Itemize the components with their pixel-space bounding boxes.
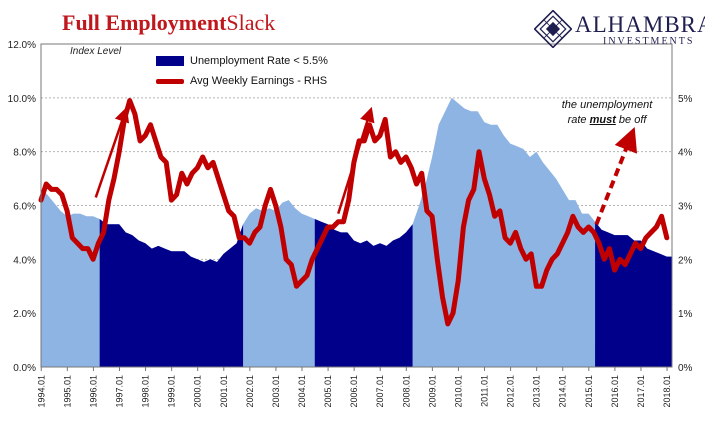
annotation-line2: rate must be off bbox=[553, 113, 661, 128]
y-left-tick-label: 8.0% bbox=[13, 148, 36, 159]
x-tick-label: 2002.01 bbox=[245, 375, 255, 408]
x-tick-label: 2007.01 bbox=[375, 375, 385, 408]
y-left-tick-label: 2.0% bbox=[13, 309, 36, 320]
x-tick-label: 2008.01 bbox=[401, 375, 411, 408]
x-tick-label: 2006.01 bbox=[349, 375, 359, 408]
x-tick-label: 2016.01 bbox=[610, 375, 620, 408]
y-left-tick-label: 6.0% bbox=[13, 202, 36, 213]
legend-swatch-earnings bbox=[156, 78, 184, 84]
trend-arrow bbox=[337, 106, 375, 214]
x-tick-label: 1999.01 bbox=[167, 375, 177, 408]
x-tick-label: 1995.01 bbox=[62, 375, 72, 408]
y-right-tick-label: 5% bbox=[678, 94, 693, 105]
brand-subtitle: INVESTMENTS bbox=[603, 36, 695, 47]
x-tick-label: 2009.01 bbox=[427, 375, 437, 408]
y-right-tick-label: 2% bbox=[678, 255, 693, 266]
legend-item-earnings: Avg Weekly Earnings - RHS bbox=[156, 71, 328, 91]
annotation-text: the unemployment rate must be off bbox=[553, 98, 661, 128]
y-right-tick-label: 1% bbox=[678, 309, 693, 320]
x-tick-label: 2003.01 bbox=[271, 375, 281, 408]
x-tick-label: 2000.01 bbox=[193, 375, 203, 408]
y-right-tick-label: 0% bbox=[678, 363, 693, 374]
legend-item-unemployment: Unemployment Rate < 5.5% bbox=[156, 51, 328, 71]
y-right-tick-label: 3% bbox=[678, 202, 693, 213]
y-left-tick-label: 0.0% bbox=[13, 363, 36, 374]
y-left-tick-label: 4.0% bbox=[13, 255, 36, 266]
unemployment-areas bbox=[41, 97, 672, 368]
x-tick-label: 2012.01 bbox=[506, 375, 516, 408]
y-left-tick-label: 10.0% bbox=[8, 94, 36, 105]
legend-label-unemployment: Unemployment Rate < 5.5% bbox=[190, 55, 328, 67]
legend-swatch-unemployment bbox=[156, 56, 184, 66]
x-tick-label: 2004.01 bbox=[297, 375, 307, 408]
x-tick-label: 2001.01 bbox=[219, 375, 229, 408]
annotation-line2-pre: rate bbox=[567, 114, 590, 126]
x-tick-label: 2015.01 bbox=[584, 375, 594, 408]
unemployment-area-below-threshold bbox=[595, 221, 672, 367]
unemployment-area-below-threshold bbox=[99, 219, 244, 367]
title-part1: Full Employment bbox=[62, 10, 227, 35]
alhambra-logo-icon bbox=[534, 10, 572, 48]
x-tick-label: 2017.01 bbox=[636, 375, 646, 408]
dashed-trend-arrow bbox=[594, 127, 638, 226]
annotation-line1: the unemployment bbox=[561, 99, 653, 111]
unemployment-area-below-threshold bbox=[314, 219, 413, 367]
y-left-tick-label: 12.0% bbox=[8, 40, 36, 51]
x-tick-label: 1997.01 bbox=[114, 375, 124, 408]
legend: Unemployment Rate < 5.5% Avg Weekly Earn… bbox=[156, 51, 328, 91]
annotation-emphasis: must bbox=[589, 114, 616, 126]
brand-name: ALHAMBRA bbox=[575, 12, 705, 37]
title-part2: Slack bbox=[226, 10, 276, 35]
chart-title: Full EmploymentSlack bbox=[62, 10, 275, 36]
x-tick-label: 2013.01 bbox=[532, 375, 542, 408]
x-tick-label: 1998.01 bbox=[141, 375, 151, 408]
plot-frame bbox=[40, 43, 673, 368]
x-tick-label: 1994.01 bbox=[36, 375, 46, 408]
legend-label-earnings: Avg Weekly Earnings - RHS bbox=[190, 75, 328, 87]
axes: 0.0% 2.0% 4.0% 6.0% 8.0% 10.0% 12.0% 0% 1% 2% 3% 4%… bbox=[8, 40, 693, 408]
index-level-label: Index Level bbox=[70, 46, 122, 57]
y-right-tick-label: 4% bbox=[678, 148, 693, 159]
x-tick-label: 2014.01 bbox=[558, 375, 568, 408]
x-tick-label: 2011.01 bbox=[480, 375, 490, 407]
x-tick-label: 2010.01 bbox=[453, 375, 463, 408]
trend-arrows bbox=[94, 106, 638, 226]
x-tick-label: 1996.01 bbox=[88, 375, 98, 408]
trend-arrow bbox=[94, 106, 130, 198]
annotation-line2-post: be off bbox=[615, 114, 647, 126]
x-tick-label: 2005.01 bbox=[323, 375, 333, 408]
x-tick-label: 2018.01 bbox=[662, 375, 672, 408]
